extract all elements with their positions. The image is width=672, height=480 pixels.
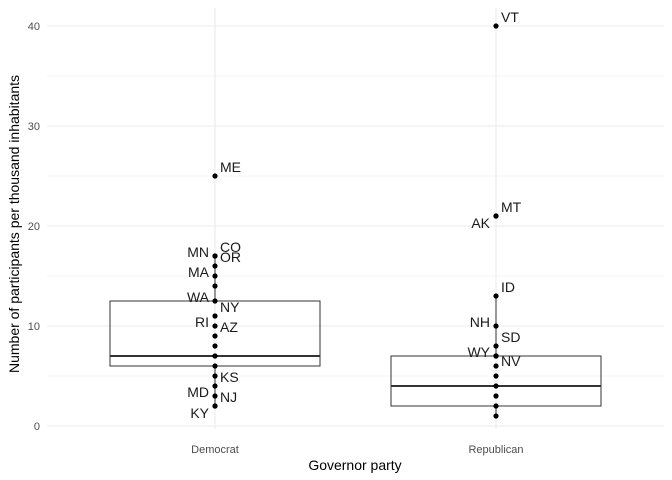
point-label: NH	[470, 314, 490, 330]
data-point	[212, 313, 218, 319]
point-label: SD	[501, 329, 520, 345]
point-label: AK	[471, 215, 490, 231]
data-point	[493, 413, 499, 419]
data-point	[212, 343, 218, 349]
point-label: NJ	[220, 389, 237, 405]
box-layer	[109, 256, 602, 416]
point-label: MN	[187, 244, 209, 260]
point-label: MA	[188, 264, 210, 280]
data-point	[212, 403, 218, 409]
x-axis-ticks: Democrat Republican	[191, 444, 523, 456]
point-label: AZ	[220, 319, 238, 335]
data-point	[493, 323, 499, 329]
y-tick-label: 10	[28, 321, 40, 333]
data-point	[212, 253, 218, 259]
point-label: ME	[220, 159, 241, 175]
data-point	[493, 363, 499, 369]
data-point	[493, 393, 499, 399]
point-label: MD	[187, 384, 209, 400]
data-point	[493, 343, 499, 349]
point-label: VT	[501, 9, 519, 25]
data-point	[212, 273, 218, 279]
point-label: OR	[220, 249, 241, 265]
point-label: KY	[190, 405, 209, 421]
point-label: NY	[220, 299, 240, 315]
data-point	[493, 373, 499, 379]
data-point	[493, 403, 499, 409]
data-point	[212, 363, 218, 369]
y-tick-label: 30	[28, 121, 40, 133]
data-point	[212, 323, 218, 329]
data-point	[212, 383, 218, 389]
data-point	[493, 213, 499, 219]
x-axis-title: Governor party	[308, 457, 401, 473]
point-label: KS	[220, 369, 239, 385]
y-axis-ticks: 0 10 20 30 40	[28, 21, 40, 433]
data-point	[212, 283, 218, 289]
data-point	[212, 373, 218, 379]
x-tick-label: Democrat	[191, 444, 239, 456]
data-point	[493, 383, 499, 389]
data-point	[212, 393, 218, 399]
y-tick-label: 0	[34, 421, 40, 433]
point-layer	[212, 23, 499, 419]
x-tick-label: Republican	[468, 444, 523, 456]
data-point	[493, 293, 499, 299]
data-point	[212, 263, 218, 269]
y-tick-label: 40	[28, 21, 40, 33]
y-axis-title: Number of participants per thousand inha…	[6, 75, 22, 373]
data-point	[493, 353, 499, 359]
data-point	[212, 333, 218, 339]
point-label: RI	[195, 314, 209, 330]
y-tick-label: 20	[28, 221, 40, 233]
data-point	[212, 353, 218, 359]
point-label: WY	[467, 344, 490, 360]
point-label: NV	[501, 353, 521, 369]
point-label: WA	[187, 289, 210, 305]
point-label: CO	[220, 239, 241, 255]
data-point	[212, 298, 218, 304]
data-point	[493, 23, 499, 29]
data-point	[212, 173, 218, 179]
point-label: MT	[501, 199, 522, 215]
grid-lines	[47, 8, 664, 429]
point-label: ID	[501, 279, 515, 295]
